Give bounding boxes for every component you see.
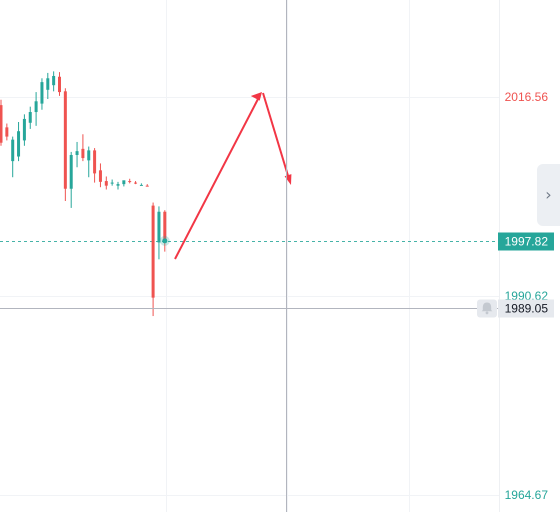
current-price-badge — [498, 232, 554, 251]
candle-body — [63, 91, 67, 189]
candle[interactable] — [34, 92, 38, 126]
price-tick-label: 1990.62 — [505, 289, 549, 303]
candle[interactable] — [122, 180, 126, 187]
candle-body — [151, 205, 155, 298]
candle-body — [22, 118, 26, 141]
candle[interactable] — [40, 78, 44, 110]
candle-body — [116, 184, 120, 186]
candle[interactable] — [52, 71, 56, 92]
candle-body — [34, 101, 38, 113]
candle-body — [157, 211, 161, 243]
crosshair-price-badge — [498, 299, 554, 318]
candle-body — [134, 182, 138, 184]
candle[interactable] — [69, 151, 73, 208]
candle[interactable] — [58, 72, 61, 96]
candle-body — [52, 75, 56, 86]
trend-arrow-down[interactable] — [262, 92, 290, 180]
bell-icon[interactable] — [481, 302, 493, 315]
candle[interactable] — [63, 88, 67, 202]
candle[interactable] — [81, 134, 85, 162]
crosshair-price-label: 1989.05 — [505, 302, 549, 316]
chevron-right-icon: › — [545, 185, 552, 204]
candle[interactable] — [28, 106, 32, 129]
candle-body — [5, 127, 9, 137]
candle-body — [98, 170, 102, 182]
current-price-label: 1997.82 — [505, 235, 549, 249]
candle-body — [122, 180, 126, 185]
candle[interactable] — [116, 181, 120, 190]
candle-body — [17, 131, 21, 157]
candle[interactable] — [128, 178, 132, 184]
price-tick-label: 2016.56 — [505, 90, 549, 104]
candle[interactable] — [93, 148, 97, 183]
trend-arrow-up[interactable] — [174, 98, 259, 260]
candle[interactable] — [22, 114, 26, 146]
candle[interactable] — [11, 136, 15, 178]
grid-layer — [0, 0, 500, 512]
candle-body — [28, 112, 32, 123]
candle[interactable] — [145, 184, 149, 187]
candle-body — [110, 182, 114, 184]
candle[interactable] — [134, 181, 138, 185]
candle[interactable] — [0, 99, 3, 146]
price-axis: 2016.56 1990.62 1964.67 1997.82 1989.05 — [477, 90, 554, 502]
candle[interactable] — [98, 163, 102, 188]
expand-panel-button[interactable]: › — [537, 164, 560, 226]
candle-body — [0, 105, 3, 143]
candle-body — [93, 150, 97, 174]
trend-arrow-up-head — [250, 92, 262, 101]
candle[interactable] — [87, 146, 91, 178]
candle[interactable] — [46, 72, 50, 99]
candle-body — [128, 181, 132, 183]
candle[interactable] — [110, 179, 114, 186]
candle-body — [40, 82, 44, 104]
candle-body — [145, 185, 149, 187]
last-price-dot — [162, 238, 168, 244]
candle[interactable] — [157, 206, 161, 260]
candle-body — [104, 181, 108, 186]
candle-body — [11, 139, 15, 162]
price-tick-label: 1964.67 — [505, 488, 549, 502]
candle-body — [139, 184, 143, 186]
candle-body — [46, 78, 50, 90]
candle[interactable] — [139, 183, 143, 186]
candle[interactable] — [75, 141, 79, 168]
candle[interactable] — [151, 202, 155, 317]
candle[interactable] — [163, 210, 167, 252]
candle-body — [163, 211, 167, 241]
candle[interactable] — [104, 176, 108, 190]
candle-body — [58, 76, 61, 93]
candle-body — [69, 154, 73, 189]
candle-body — [87, 150, 91, 161]
candle-body — [75, 151, 79, 155]
candles[interactable] — [0, 71, 170, 317]
candle[interactable] — [17, 122, 21, 162]
drawings[interactable] — [174, 92, 292, 260]
crosshair — [0, 0, 500, 512]
candle-body — [81, 148, 85, 159]
candle[interactable] — [5, 123, 9, 141]
